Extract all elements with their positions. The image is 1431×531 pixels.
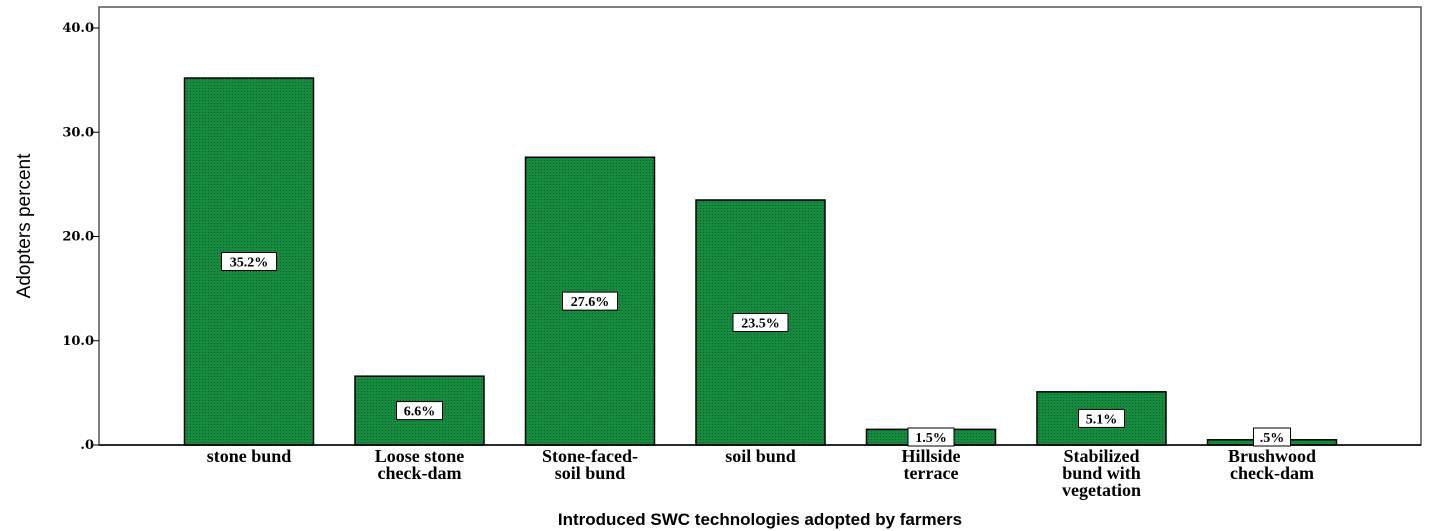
- x-axis-title: Introduced SWC technologies adopted by f…: [558, 510, 962, 529]
- data-label: 6.6%: [404, 405, 436, 420]
- x-category-label: Stabilized bund with vegetation: [1062, 446, 1141, 500]
- y-tick-label: 20.0: [62, 230, 94, 245]
- x-category-line: Loose stone: [375, 446, 465, 466]
- y-tick-label: 30.0: [62, 125, 94, 140]
- y-axis: .0 10.0 20.0 30.0 40.0: [62, 21, 99, 453]
- x-category-label: soil bund: [725, 446, 796, 466]
- data-label: 35.2%: [230, 256, 269, 271]
- x-category-line: terrace: [904, 463, 959, 483]
- x-category-line: bund with: [1062, 463, 1141, 483]
- x-axis-categories: stone bund Loose stone check-damStone-face…: [207, 446, 1316, 500]
- data-label: 5.1%: [1086, 412, 1118, 427]
- data-label-box: [907, 427, 955, 447]
- data-label: .5%: [1260, 431, 1285, 446]
- x-category-line: vegetation: [1062, 480, 1141, 500]
- x-category-line: stone bund: [207, 446, 292, 466]
- data-label: 23.5%: [741, 317, 780, 332]
- data-label-box: [732, 313, 789, 333]
- data-label: 1.5%: [915, 431, 947, 446]
- y-tick-label: 40.0: [62, 21, 94, 36]
- data-label: 27.6%: [571, 295, 610, 310]
- x-category-label: Stone-faced-soil bund: [542, 446, 638, 483]
- bars: [99, 77, 1421, 446]
- x-category-line: soil bund: [555, 463, 626, 483]
- x-category-line: Hillside: [901, 446, 960, 466]
- y-axis-title: Adopters percent: [14, 153, 35, 298]
- x-category-label: Hillside terrace: [901, 446, 960, 483]
- x-category-line: soil bund: [725, 446, 796, 466]
- x-category-line: check-dam: [378, 463, 462, 483]
- x-category-line: check-dam: [1230, 463, 1314, 483]
- data-label-box: [396, 401, 443, 421]
- x-category-label: stone bund: [207, 446, 292, 466]
- x-category-label: Brushwood check-dam: [1228, 446, 1316, 483]
- data-label-box: [1078, 408, 1125, 428]
- data-label-box: [562, 291, 618, 311]
- y-tick-label: 10.0: [62, 334, 94, 349]
- x-category-line: Stabilized: [1063, 446, 1139, 466]
- x-category-line: Stone-faced-: [542, 446, 638, 466]
- data-label-box: [1253, 427, 1291, 447]
- data-label-box: [221, 252, 277, 272]
- data-labels: 35.2% 6.6% 27.6% 23.5% 1.5% 5.1% .5%: [221, 252, 1291, 447]
- x-category-line: Brushwood: [1228, 446, 1316, 466]
- x-category-label: Loose stone check-dam: [375, 446, 465, 483]
- y-tick-label: .0: [80, 438, 94, 453]
